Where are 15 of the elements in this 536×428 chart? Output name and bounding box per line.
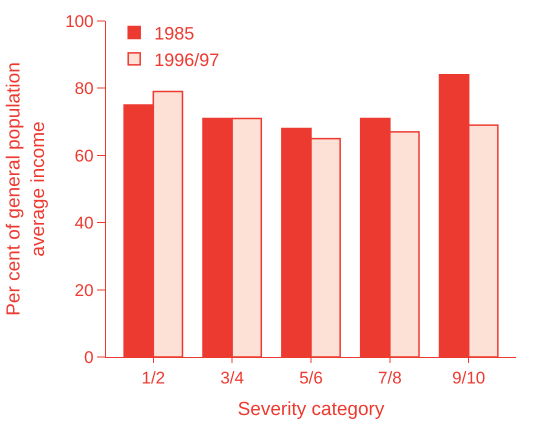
legend-label: 1996/97 xyxy=(154,50,220,70)
y-tick-label: 80 xyxy=(74,79,94,98)
x-tick-label: 3/4 xyxy=(220,368,244,388)
x-tick-label: 1/2 xyxy=(141,368,166,388)
x-tick-label: 5/6 xyxy=(299,368,323,388)
x-axis-title: Severity category xyxy=(238,399,385,420)
y-tick-label: 60 xyxy=(74,146,94,166)
y-axis-title: Per cent of general population average income xyxy=(3,62,50,316)
legend-label: 1985 xyxy=(154,24,194,44)
y-tick-label: 100 xyxy=(65,12,94,31)
x-tick-label: 9/10 xyxy=(452,368,486,388)
x-tick-label: 7/8 xyxy=(378,368,402,388)
y-tick-label: 40 xyxy=(74,214,94,233)
y-tick-label: 20 xyxy=(74,280,94,300)
y-tick-label: 0 xyxy=(84,348,94,367)
